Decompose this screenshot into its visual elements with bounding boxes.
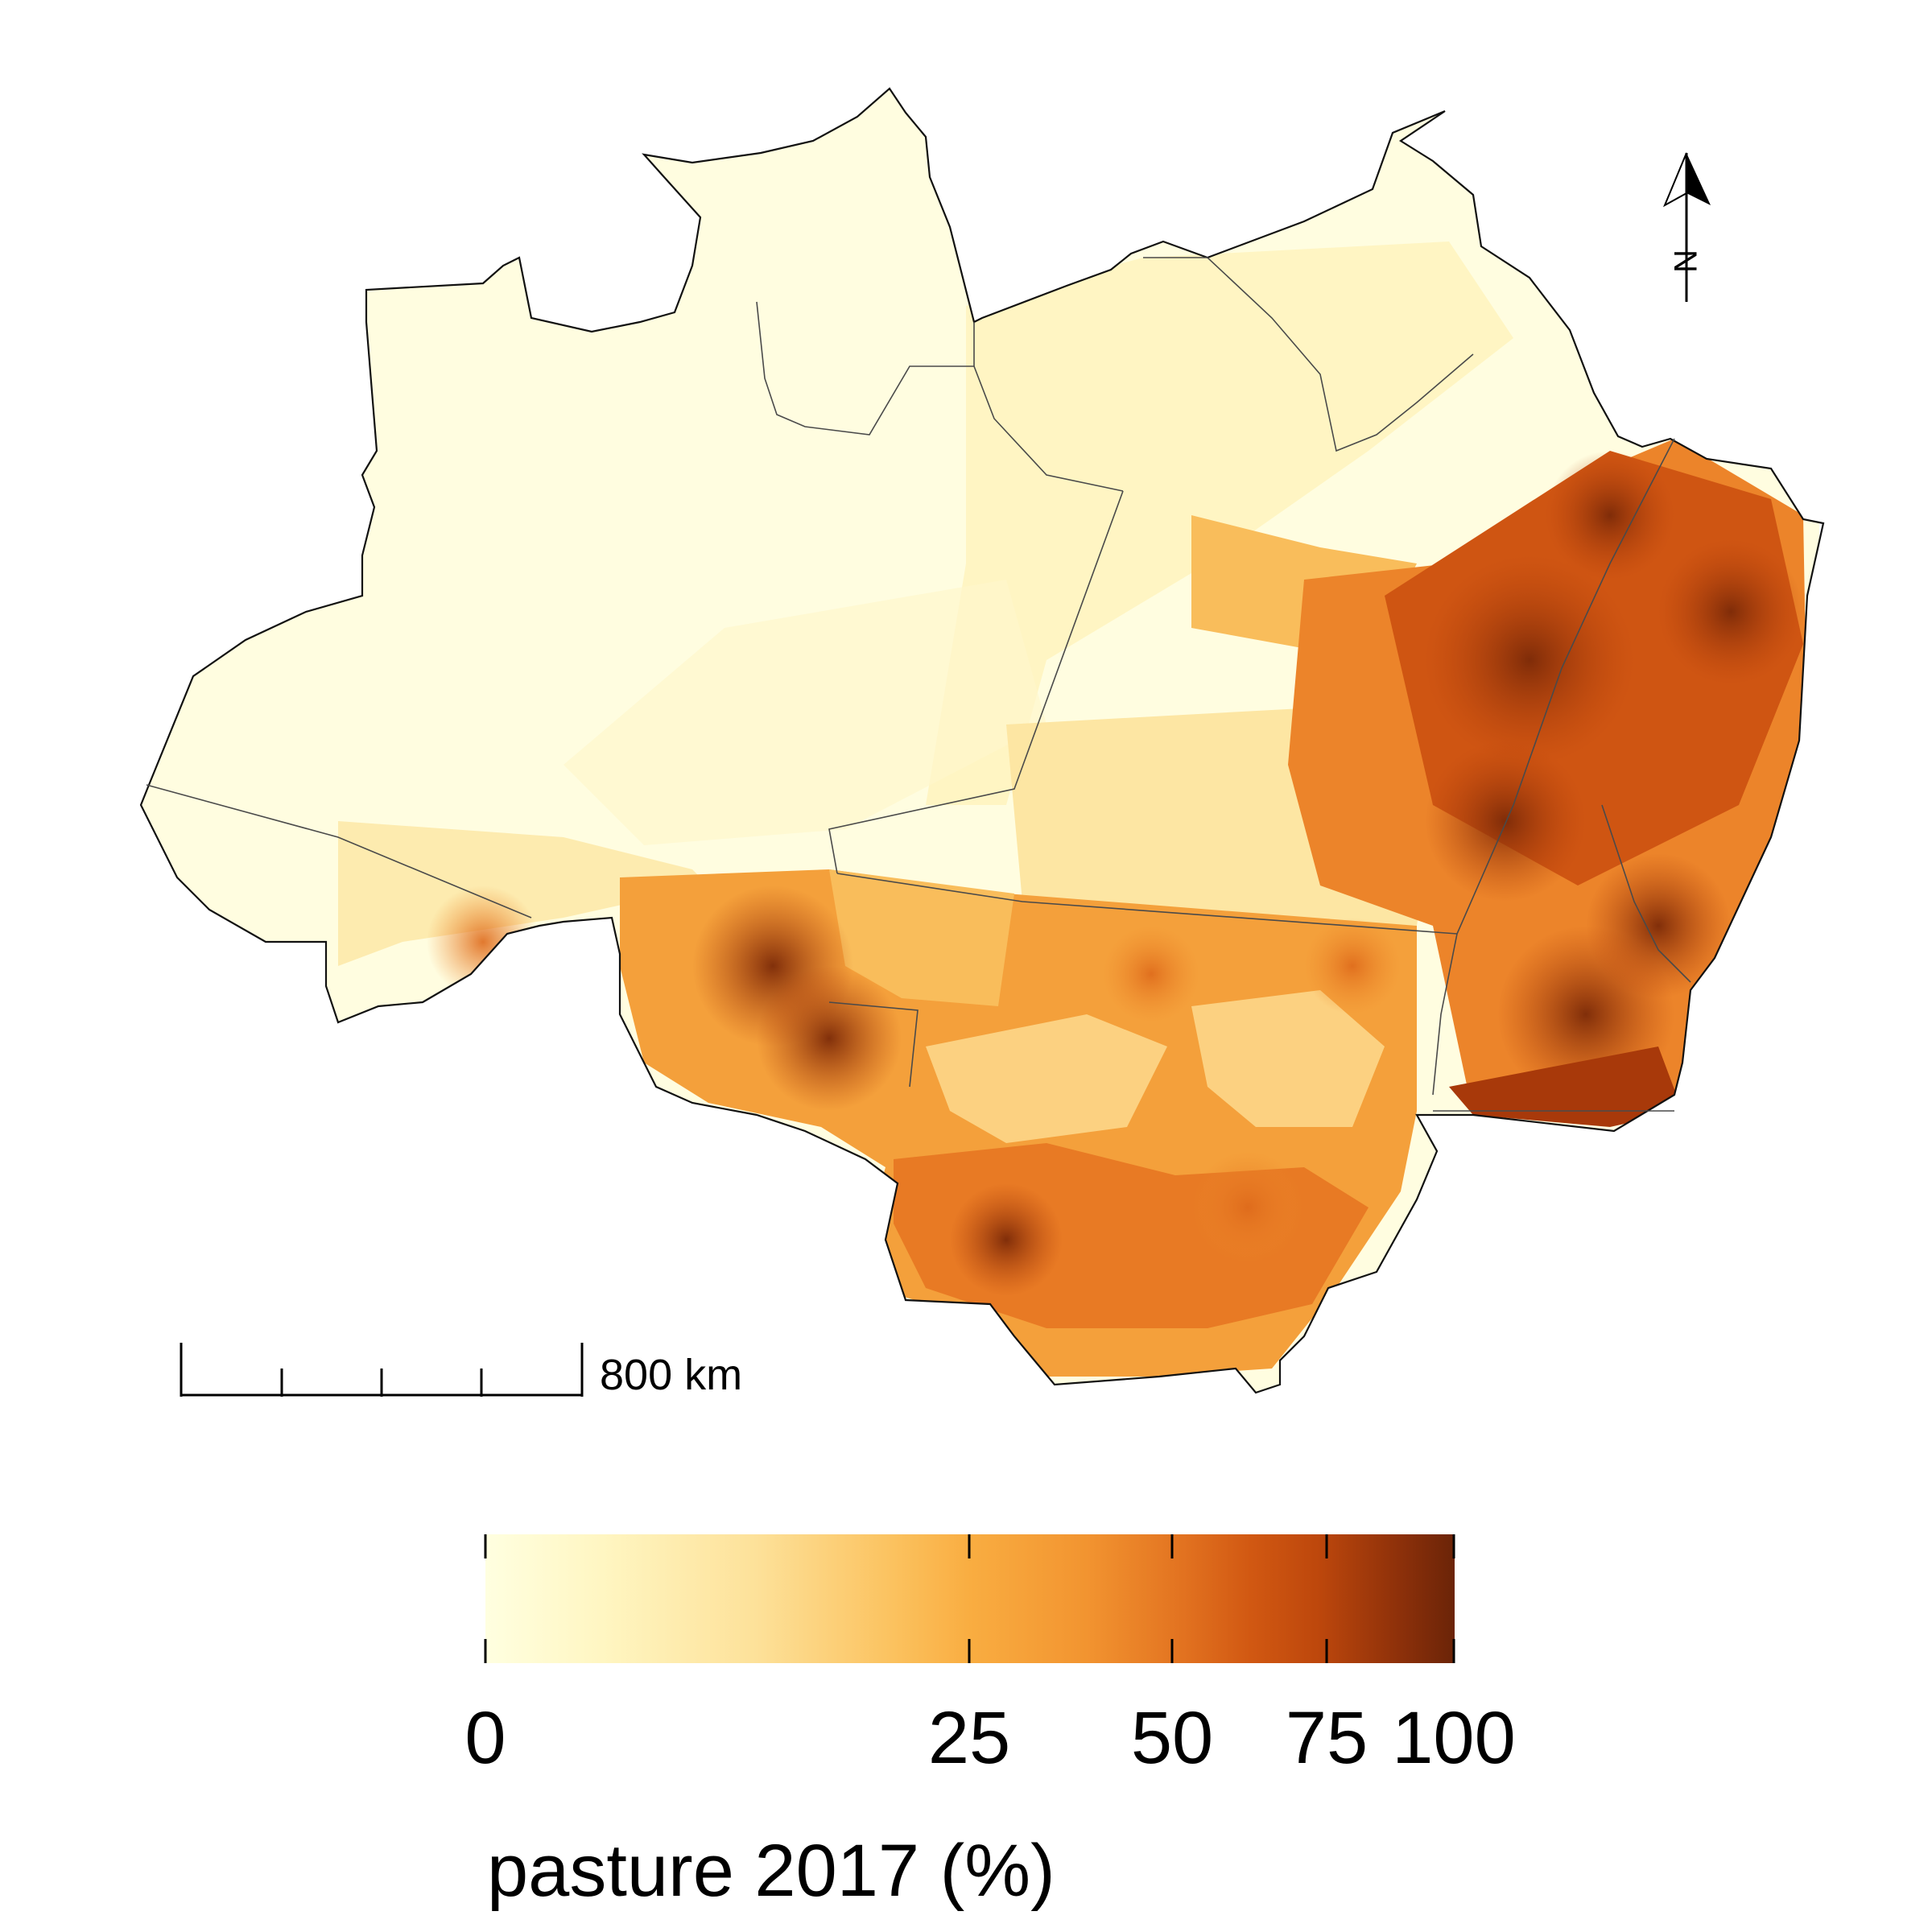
legend-tick-25: 25 <box>928 1697 1010 1779</box>
legend-ticks <box>484 1534 1455 1663</box>
legend-tick-75: 75 <box>1286 1697 1368 1779</box>
state-borders <box>146 257 1691 1112</box>
legend-tick-100: 100 <box>1392 1697 1516 1779</box>
choropleth <box>141 89 1819 1393</box>
legend-tick-50: 50 <box>1131 1697 1213 1779</box>
scale-bar <box>180 1343 584 1397</box>
legend-title: pasture 2017 (%) <box>487 1830 1055 1912</box>
north-arrow-icon <box>1662 152 1711 302</box>
legend-tick-0: 0 <box>464 1697 506 1779</box>
region-outline <box>139 87 1825 1394</box>
scale-bar-label: 800 km <box>600 1351 742 1399</box>
legend-tick-labels: 0 25 50 75 100 <box>464 1697 1515 1779</box>
north-arrow-label: N <box>1667 250 1703 273</box>
